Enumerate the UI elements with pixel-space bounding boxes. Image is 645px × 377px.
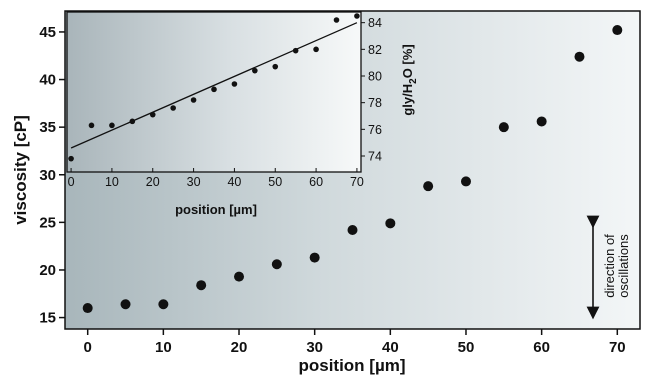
main-y-tick-label-4: 35 — [39, 119, 56, 136]
inset-plot-frame — [66, 11, 362, 173]
inset-x-tick-label-0: 0 — [68, 175, 75, 189]
main-x-tick-label-7: 70 — [609, 339, 626, 356]
inset-point-4 — [149, 111, 156, 118]
main-point-5 — [271, 259, 282, 270]
inset-point-10 — [272, 63, 279, 70]
main-y-tick-label-1: 20 — [39, 262, 56, 279]
main-y-tick-label-5: 40 — [39, 72, 56, 89]
main-x-tick-label-6: 60 — [533, 339, 550, 356]
inset-point-14 — [354, 13, 360, 19]
inset-y-axis-title: gly/H2O [%] — [400, 44, 419, 115]
main-x-tick-label-5: 50 — [458, 339, 475, 356]
inset-y-tick-label-2: 78 — [368, 96, 382, 110]
inset-x-tick-label-5: 50 — [268, 175, 282, 189]
main-point-12 — [536, 116, 547, 127]
inset-point-0 — [68, 155, 74, 162]
inset-y-axis-title-sub: 2 — [408, 78, 419, 84]
inset-y-tick-label-4: 82 — [368, 43, 382, 57]
oscillation-label-line1: direction of — [602, 234, 617, 298]
main-data-points — [82, 25, 623, 314]
main-point-7 — [347, 224, 358, 235]
inset-y-tick-label-5: 84 — [368, 16, 382, 30]
inset-x-tick-label-2: 20 — [146, 175, 160, 189]
main-x-tick-label-1: 10 — [155, 339, 172, 356]
main-point-13 — [574, 51, 585, 62]
inset-point-7 — [211, 86, 217, 93]
main-plot-frame — [64, 10, 641, 330]
main-point-6 — [309, 252, 320, 263]
main-point-0 — [82, 303, 93, 314]
inset-y-tick-label-1: 76 — [368, 123, 382, 137]
inset-y-axis-title-pre: gly/H — [400, 84, 415, 116]
main-x-tick-label-0: 0 — [84, 339, 92, 356]
inset-y-axis-ticks: 74 76 78 80 82 84 — [361, 16, 382, 164]
oscillation-label-line2: oscillations — [616, 234, 631, 298]
main-point-10 — [460, 176, 471, 187]
inset-point-13 — [333, 17, 340, 23]
main-y-tick-label-0: 15 — [39, 310, 56, 327]
main-point-9 — [423, 181, 434, 192]
main-x-tick-label-2: 20 — [231, 339, 248, 356]
main-point-8 — [385, 218, 396, 229]
inset-y-axis-title-post: O [%] — [400, 44, 415, 78]
main-y-axis-title: viscosity [cP] — [11, 115, 30, 225]
inset-point-2 — [109, 122, 115, 129]
main-y-tick-label-6: 45 — [39, 24, 56, 41]
inset-point-12 — [313, 46, 319, 53]
inset-x-axis-title: position [µm] — [175, 202, 257, 217]
main-point-11 — [498, 122, 509, 133]
main-point-3 — [196, 280, 207, 291]
oscillation-annotation: direction of oscillations — [586, 215, 631, 320]
inset-y-tick-label-0: 74 — [368, 150, 382, 164]
main-y-tick-label-2: 25 — [39, 214, 56, 231]
inset-x-tick-label-3: 30 — [187, 175, 201, 189]
inset-point-9 — [252, 67, 258, 74]
main-x-tick-label-4: 40 — [382, 339, 399, 356]
inset-x-tick-label-4: 40 — [227, 175, 241, 189]
inset-point-11 — [292, 47, 299, 54]
main-x-axis-title: position [µm] — [298, 356, 405, 375]
inset-point-3 — [129, 118, 136, 125]
inset-point-8 — [231, 81, 238, 87]
main-point-14 — [612, 25, 623, 36]
inset-x-axis-ticks: 0 10 20 30 40 50 60 70 — [68, 168, 364, 189]
inset-chart: 0 10 20 30 40 50 60 70 74 76 78 80 82 84 position [µ… — [66, 11, 419, 217]
main-y-tick-label-3: 30 — [39, 167, 56, 184]
main-x-tick-label-3: 30 — [306, 339, 323, 356]
inset-point-1 — [88, 122, 95, 129]
inset-point-5 — [170, 105, 176, 111]
main-point-2 — [158, 299, 169, 310]
main-y-axis-ticks: 15 20 25 30 35 40 45 — [39, 24, 65, 327]
inset-x-tick-label-1: 10 — [105, 175, 119, 189]
main-point-4 — [234, 271, 245, 282]
inset-data-points — [68, 13, 360, 162]
main-x-axis-ticks: 0 10 20 30 40 50 60 70 — [84, 329, 626, 356]
inset-x-tick-label-7: 70 — [350, 175, 364, 189]
inset-point-6 — [190, 97, 197, 103]
inset-x-tick-label-6: 60 — [309, 175, 323, 189]
inset-fit-line — [70, 22, 358, 149]
inset-y-tick-label-3: 80 — [368, 70, 382, 84]
main-point-1 — [120, 299, 131, 310]
